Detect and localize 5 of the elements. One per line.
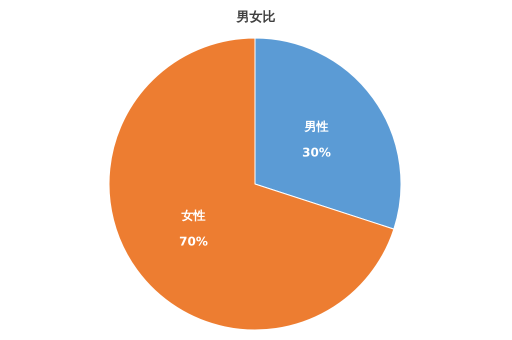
slice-label: 男性 [303,119,328,134]
data-label: 30% [302,145,331,160]
chart-title: 男女比 [236,10,276,25]
data-label: 70% [179,234,208,249]
slice-label: 女性 [180,208,206,223]
